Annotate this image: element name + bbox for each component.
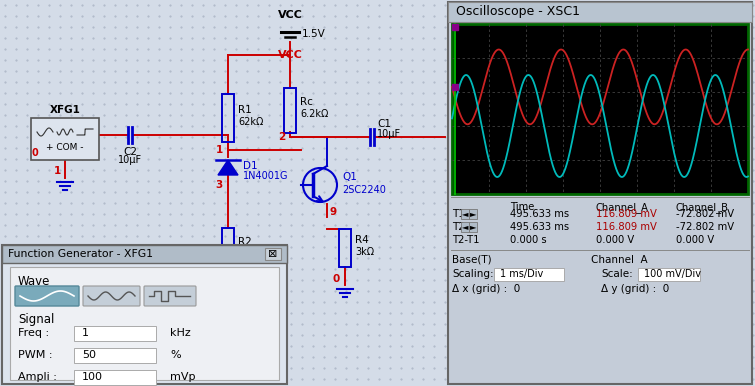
FancyBboxPatch shape — [2, 245, 287, 263]
FancyBboxPatch shape — [83, 286, 140, 306]
Bar — [222, 227, 234, 273]
FancyBboxPatch shape — [74, 370, 156, 385]
Text: 1: 1 — [54, 166, 61, 176]
FancyBboxPatch shape — [461, 222, 469, 232]
Text: Channel_A: Channel_A — [596, 202, 649, 213]
Text: Wave: Wave — [18, 275, 51, 288]
Text: 116.809 mV: 116.809 mV — [596, 222, 657, 232]
Text: 3: 3 — [216, 180, 223, 190]
Text: 2: 2 — [278, 132, 285, 142]
Text: Freq :: Freq : — [18, 328, 49, 338]
Text: Channel  A: Channel A — [591, 255, 648, 265]
Text: Base(T): Base(T) — [452, 255, 492, 265]
Text: R4: R4 — [355, 235, 368, 245]
Text: 2SC2240: 2SC2240 — [342, 185, 386, 195]
Text: kHz: kHz — [170, 328, 191, 338]
Text: Signal: Signal — [18, 313, 54, 326]
FancyBboxPatch shape — [265, 248, 281, 260]
Text: 116.809 mV: 116.809 mV — [596, 209, 657, 219]
FancyBboxPatch shape — [74, 326, 156, 341]
Text: Function Generator - XFG1: Function Generator - XFG1 — [8, 249, 153, 259]
Text: ►: ► — [470, 210, 476, 218]
Text: 1N4001G: 1N4001G — [243, 171, 288, 181]
FancyBboxPatch shape — [31, 118, 99, 160]
FancyBboxPatch shape — [469, 222, 477, 232]
FancyBboxPatch shape — [144, 286, 196, 306]
FancyBboxPatch shape — [469, 209, 477, 219]
Text: Channel_B: Channel_B — [676, 202, 729, 213]
Text: 62kΩ: 62kΩ — [238, 117, 263, 127]
FancyBboxPatch shape — [494, 268, 564, 281]
FancyBboxPatch shape — [638, 268, 700, 281]
Text: 30kΩ: 30kΩ — [238, 249, 263, 259]
Text: T2: T2 — [452, 222, 465, 232]
Text: T1: T1 — [452, 209, 465, 219]
Bar — [284, 88, 296, 132]
Text: PWM :: PWM : — [18, 350, 53, 360]
Text: 495.633 ms: 495.633 ms — [510, 222, 569, 232]
Text: VCC: VCC — [278, 50, 303, 60]
Text: Rc: Rc — [300, 97, 313, 107]
Text: 0: 0 — [333, 274, 340, 284]
Text: 100 mV/Div: 100 mV/Div — [644, 269, 701, 279]
FancyBboxPatch shape — [448, 2, 752, 22]
FancyBboxPatch shape — [10, 267, 279, 380]
Bar — [222, 94, 234, 142]
FancyBboxPatch shape — [2, 245, 287, 384]
FancyBboxPatch shape — [461, 209, 469, 219]
Text: 0: 0 — [216, 279, 223, 289]
Text: ⊠: ⊠ — [268, 249, 278, 259]
Text: mVp: mVp — [170, 372, 196, 382]
Text: 3kΩ: 3kΩ — [355, 247, 374, 257]
Text: -72.802 mV: -72.802 mV — [676, 222, 734, 232]
Text: ►: ► — [470, 222, 476, 232]
Text: C1: C1 — [377, 119, 391, 129]
Text: Δ x (grid) :  0: Δ x (grid) : 0 — [452, 284, 520, 294]
Text: ◄: ◄ — [462, 210, 468, 218]
Text: R1: R1 — [238, 105, 251, 115]
Text: ◄: ◄ — [462, 222, 468, 232]
Text: 10μF: 10μF — [377, 129, 401, 139]
Text: C2: C2 — [123, 147, 137, 157]
Text: T2-T1: T2-T1 — [452, 235, 479, 245]
Text: 0.000 V: 0.000 V — [676, 235, 714, 245]
Text: 0: 0 — [32, 148, 39, 158]
Text: 100: 100 — [82, 372, 103, 382]
Text: 1 ms/Div: 1 ms/Div — [500, 269, 544, 279]
Text: + COM -: + COM - — [46, 142, 84, 151]
Text: 495.633 ms: 495.633 ms — [510, 209, 569, 219]
FancyBboxPatch shape — [448, 2, 752, 384]
Text: -72.802 mV: -72.802 mV — [676, 209, 734, 219]
Text: Δ y (grid) :  0: Δ y (grid) : 0 — [601, 284, 669, 294]
FancyBboxPatch shape — [452, 24, 748, 194]
FancyBboxPatch shape — [15, 286, 79, 306]
Text: Time: Time — [510, 202, 535, 212]
Text: 9: 9 — [330, 207, 337, 217]
Text: Scaling:: Scaling: — [452, 269, 494, 279]
Text: Ampli :: Ampli : — [18, 372, 57, 382]
FancyBboxPatch shape — [74, 348, 156, 363]
Text: 0.000 V: 0.000 V — [596, 235, 634, 245]
Text: 0.000 s: 0.000 s — [510, 235, 547, 245]
Text: 1: 1 — [216, 145, 223, 155]
Text: 1.5V: 1.5V — [302, 29, 325, 39]
Text: R2: R2 — [238, 237, 251, 247]
Polygon shape — [218, 160, 238, 175]
Text: 6.2kΩ: 6.2kΩ — [300, 109, 328, 119]
Text: Scale:: Scale: — [601, 269, 633, 279]
Text: 10μF: 10μF — [118, 155, 142, 165]
Text: D1: D1 — [243, 161, 257, 171]
Text: 1: 1 — [82, 328, 89, 338]
Text: Q1: Q1 — [342, 172, 357, 182]
Text: Oscilloscope - XSC1: Oscilloscope - XSC1 — [456, 5, 580, 19]
Bar — [339, 229, 351, 267]
Text: %: % — [170, 350, 180, 360]
Text: 50: 50 — [82, 350, 96, 360]
Text: VCC: VCC — [278, 10, 303, 20]
Text: XFG1: XFG1 — [50, 105, 81, 115]
